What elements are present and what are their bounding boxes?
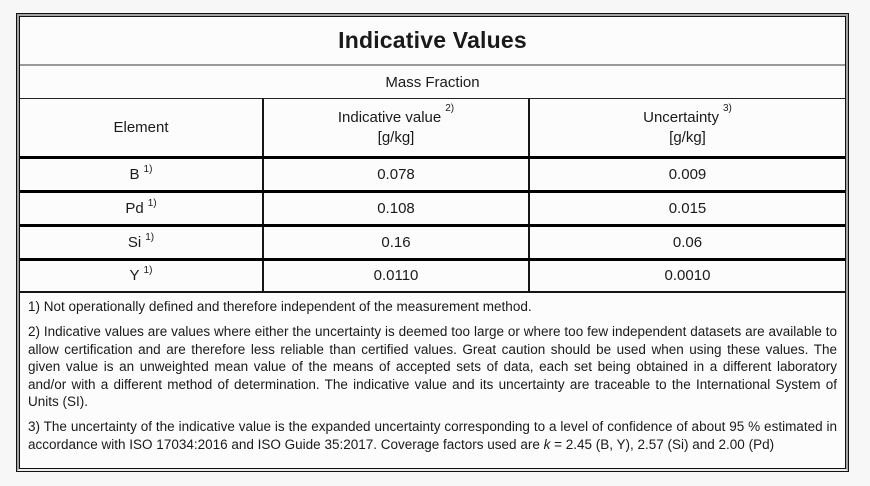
column-unit: [g/kg] bbox=[669, 128, 706, 146]
footnote-3-text: 3) The uncertainty of the indicative val… bbox=[28, 419, 837, 452]
indicative-value-cell: 0.0110 bbox=[264, 261, 530, 291]
certificate-values-table: Indicative Values Mass Fraction Element … bbox=[16, 13, 849, 472]
element-symbol: Y bbox=[129, 267, 140, 284]
footnote-ref-2: 2) bbox=[445, 102, 455, 114]
element-symbol: B bbox=[129, 165, 140, 183]
column-unit: [g/kg] bbox=[377, 128, 415, 146]
footnote-ref-1: 1) bbox=[143, 163, 153, 175]
frame-mid-band: Indicative Values Mass Fraction Element … bbox=[17, 14, 848, 471]
footnotes-section: 1) Not operationally defined and therefo… bbox=[20, 293, 845, 468]
indicative-value-cell: 0.16 bbox=[264, 227, 530, 258]
table-subtitle: Mass Fraction bbox=[20, 66, 845, 99]
uncertainty-cell: 0.06 bbox=[672, 233, 703, 251]
footnote-3-text: = 2.45 (B, Y), 2.57 (Si) and 2.00 (Pd) bbox=[550, 436, 775, 452]
footnote-ref-1: 1) bbox=[147, 197, 157, 209]
uncertainty-cell: 0.015 bbox=[668, 199, 707, 217]
footnote-ref-1: 1) bbox=[143, 265, 153, 276]
indicative-value-cell: 0.078 bbox=[264, 159, 530, 190]
element-cell: Pd 1) bbox=[20, 193, 264, 224]
uncertainty-cell: 0.0010 bbox=[664, 267, 711, 284]
table-row: Si 1) 0.16 0.06 bbox=[20, 227, 845, 261]
element-symbol: Pd bbox=[125, 199, 144, 217]
table-header-row: Element Indicative value2) [g/kg] Uncert… bbox=[20, 99, 845, 159]
element-symbol: Si bbox=[127, 233, 142, 251]
element-cell: Y 1) bbox=[20, 261, 264, 291]
element-cell: Si 1) bbox=[20, 227, 264, 258]
column-label-line: Indicative value2) bbox=[337, 103, 454, 128]
column-label: Element bbox=[113, 118, 169, 136]
column-header-indicative-value: Indicative value2) [g/kg] bbox=[264, 99, 530, 156]
footnote-1: 1) Not operationally defined and therefo… bbox=[28, 299, 532, 314]
indicative-value-cell: 0.108 bbox=[264, 193, 530, 224]
column-header-element: Element bbox=[20, 99, 264, 156]
table-row: B 1) 0.078 0.009 bbox=[20, 159, 845, 193]
frame-inner: Indicative Values Mass Fraction Element … bbox=[19, 16, 846, 469]
column-label: Indicative value bbox=[337, 108, 442, 126]
footnote-ref-3: 3) bbox=[722, 102, 732, 114]
column-label: Uncertainty bbox=[643, 108, 719, 126]
uncertainty-cell: 0.009 bbox=[668, 165, 707, 183]
column-header-uncertainty: Uncertainty3) [g/kg] bbox=[530, 99, 845, 156]
column-label-line: Uncertainty3) bbox=[643, 103, 732, 128]
footnote-ref-1: 1) bbox=[145, 231, 155, 243]
element-cell: B 1) bbox=[20, 159, 264, 190]
coverage-factor-k: k bbox=[543, 436, 551, 452]
table-title: Indicative Values bbox=[20, 17, 845, 66]
table-row: Y 1) 0.0110 0.0010 bbox=[20, 261, 845, 293]
table-row: Pd 1) 0.108 0.015 bbox=[20, 193, 845, 227]
footnote-3: 3) The uncertainty of the indicative val… bbox=[28, 418, 837, 453]
footnote-2: 2) Indicative values are values where ei… bbox=[28, 324, 837, 410]
